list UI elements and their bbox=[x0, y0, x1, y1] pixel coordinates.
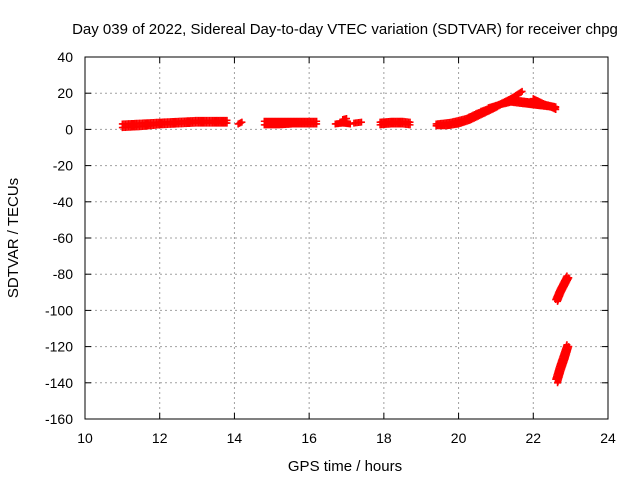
x-tick-label: 18 bbox=[376, 430, 392, 446]
y-tick-label: -120 bbox=[45, 339, 73, 355]
data-point bbox=[563, 341, 571, 349]
data-segment bbox=[339, 115, 350, 123]
data-point bbox=[563, 272, 571, 280]
data-point bbox=[238, 118, 246, 126]
data-point bbox=[552, 105, 560, 113]
data-segment bbox=[432, 91, 522, 128]
y-tick-label: -40 bbox=[53, 194, 73, 210]
data-segment bbox=[484, 96, 560, 112]
data-point bbox=[406, 118, 414, 126]
x-axis-label: GPS time / hours bbox=[288, 458, 402, 475]
x-tick-label: 14 bbox=[227, 430, 243, 446]
y-tick-label: -20 bbox=[53, 158, 73, 174]
y-tick-label: 40 bbox=[57, 49, 73, 65]
data-point bbox=[346, 120, 354, 128]
chart-title: Day 039 of 2022, Sidereal Day-to-day VTE… bbox=[72, 21, 618, 38]
y-axis-label: SDTVAR / TECUs bbox=[5, 178, 22, 298]
y-tick-label: -80 bbox=[53, 266, 73, 282]
data-series bbox=[118, 87, 573, 387]
x-tick-label: 16 bbox=[301, 430, 317, 446]
data-point bbox=[518, 87, 526, 95]
x-tick-label: 24 bbox=[600, 430, 616, 446]
data-segment bbox=[529, 95, 560, 113]
y-tick-label: -160 bbox=[45, 411, 73, 427]
data-point bbox=[313, 117, 321, 125]
grid-lines bbox=[85, 57, 608, 419]
data-segment bbox=[376, 117, 414, 126]
axis-ticks: 10 12 14 16 18 20 22 24 -160 -140 -120 -100 -80 -60 -4… bbox=[45, 49, 616, 446]
data-segment bbox=[350, 118, 365, 127]
y-tick-label: 0 bbox=[65, 121, 73, 137]
data-point bbox=[343, 115, 350, 123]
data-point bbox=[223, 116, 231, 124]
data-segment bbox=[260, 117, 321, 125]
data-segment bbox=[552, 341, 571, 383]
data-segment bbox=[234, 118, 246, 128]
y-tick-label: 20 bbox=[57, 85, 73, 101]
x-tick-label: 12 bbox=[152, 430, 168, 446]
y-tick-label: -140 bbox=[45, 375, 73, 391]
x-tick-label: 20 bbox=[451, 430, 467, 446]
data-segment bbox=[552, 272, 571, 304]
y-tick-label: -100 bbox=[45, 302, 73, 318]
data-segment bbox=[331, 119, 354, 128]
y-tick-label: -60 bbox=[53, 230, 73, 246]
data-segment bbox=[118, 116, 231, 128]
x-tick-label: 10 bbox=[77, 430, 93, 446]
data-point bbox=[357, 118, 365, 126]
x-tick-label: 22 bbox=[525, 430, 541, 446]
